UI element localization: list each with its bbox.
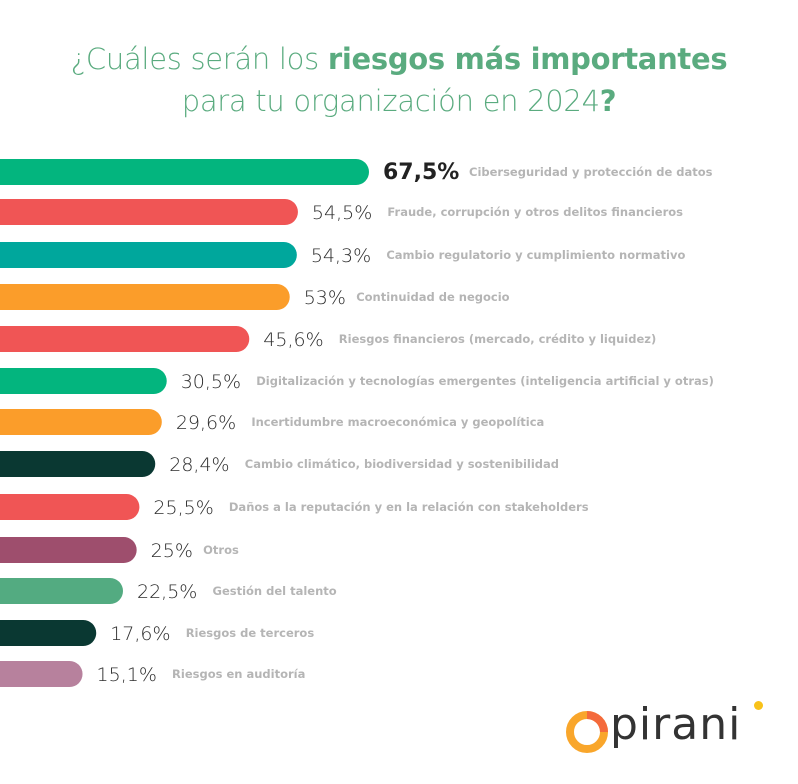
title-line-1-bold: riesgos más importantes <box>327 42 728 76</box>
value-label-8: 28,4% <box>169 454 229 476</box>
pirani-logo: pirani <box>566 697 776 757</box>
bar-2 <box>0 199 298 225</box>
title-line-1: ¿Cuáles serán los riesgos más importante… <box>0 38 798 80</box>
bar-10 <box>0 537 137 563</box>
category-label-3: Cambio regulatorio y cumplimiento normat… <box>386 248 685 262</box>
value-label-10: 25% <box>151 540 193 562</box>
bar-9 <box>0 494 140 520</box>
category-label-1: Ciberseguridad y protección de datos <box>469 165 713 179</box>
value-label-9: 25,5% <box>153 497 213 519</box>
bar-11 <box>0 578 123 604</box>
logo-ring-icon <box>566 711 608 753</box>
bar-5 <box>0 326 250 352</box>
bar-6 <box>0 368 167 394</box>
value-label-12: 17,6% <box>110 623 170 645</box>
chart-title: ¿Cuáles serán los riesgos más importante… <box>0 38 798 122</box>
title-line-2-regular: para tu organización en 2024 <box>181 84 600 118</box>
bar-3 <box>0 242 297 268</box>
value-label-3: 54,3% <box>311 245 371 267</box>
bar-1 <box>0 159 369 185</box>
category-label-2: Fraude, corrupción y otros delitos finan… <box>387 205 683 219</box>
category-label-11: Gestión del talento <box>213 584 337 598</box>
title-line-2: para tu organización en 2024? <box>0 80 798 122</box>
value-label-6: 30,5% <box>181 371 241 393</box>
bar-4 <box>0 284 290 310</box>
category-label-10: Otros <box>203 543 239 557</box>
value-label-11: 22,5% <box>137 581 197 603</box>
category-label-12: Riesgos de terceros <box>186 626 315 640</box>
bar-12 <box>0 620 97 646</box>
bar-8 <box>0 451 156 477</box>
category-label-6: Digitalización y tecnologías emergentes … <box>256 374 714 388</box>
logo-dot-icon <box>754 701 763 710</box>
value-label-13: 15,1% <box>97 664 157 686</box>
category-label-4: Continuidad de negocio <box>356 290 509 304</box>
category-label-13: Riesgos en auditoría <box>172 667 305 681</box>
category-label-9: Daños a la reputación y en la relación c… <box>229 500 589 514</box>
category-label-7: Incertidumbre macroeconómica y geopolíti… <box>251 415 544 429</box>
value-label-1: 67,5% <box>383 160 459 185</box>
value-label-5: 45,6% <box>263 329 323 351</box>
title-line-2-bold: ? <box>599 84 617 118</box>
logo-text: pirani <box>610 699 742 750</box>
value-label-7: 29,6% <box>176 412 236 434</box>
category-label-5: Riesgos financieros (mercado, crédito y … <box>339 332 656 346</box>
title-line-1-regular: ¿Cuáles serán los <box>70 42 328 76</box>
value-label-2: 54,5% <box>312 202 372 224</box>
value-label-4: 53% <box>304 287 346 309</box>
bar-7 <box>0 409 162 435</box>
bar-13 <box>0 661 83 687</box>
category-label-8: Cambio climático, biodiversidad y sosten… <box>245 457 559 471</box>
